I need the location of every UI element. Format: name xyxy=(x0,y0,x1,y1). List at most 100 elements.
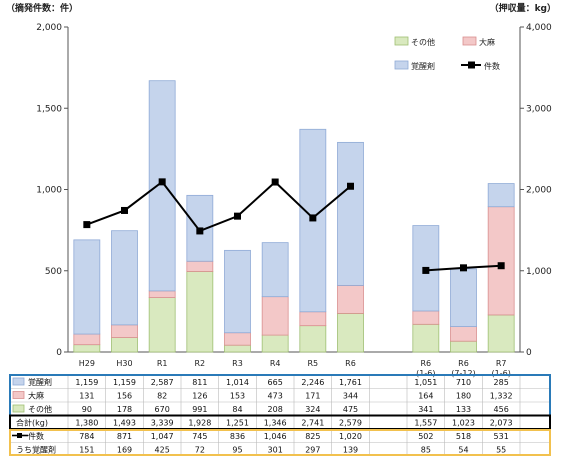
table-cell: 341 xyxy=(418,405,433,414)
bar-cannabis xyxy=(73,333,101,346)
cases-line xyxy=(86,180,352,233)
table-cell: 208 xyxy=(268,405,283,414)
table-cell: 324 xyxy=(305,405,320,414)
x-tick-label: R3 xyxy=(232,359,243,368)
table-cell: 2,246 xyxy=(301,378,324,387)
bar-other xyxy=(261,334,289,353)
cases-marker xyxy=(83,221,91,229)
y-tick-label-right: 3,000 xyxy=(526,104,552,114)
x-tick-label: R1 xyxy=(157,359,168,368)
y-tick-label-right: 2,000 xyxy=(526,186,552,196)
bar-stimulant xyxy=(337,141,364,286)
table-cell: 1,159 xyxy=(113,378,136,387)
x-tick-label: R6 xyxy=(421,359,432,368)
bar-cannabis xyxy=(111,324,138,338)
table-cell: 139 xyxy=(343,445,358,454)
bar-other xyxy=(487,314,515,353)
x-tick-label: H30 xyxy=(116,359,132,368)
x-tick-label: R5 xyxy=(308,359,319,368)
table-cell: 475 xyxy=(343,405,358,414)
y-tick-label-left: 1,500 xyxy=(36,104,62,114)
bar-other xyxy=(450,340,477,353)
table-cell: 1,761 xyxy=(339,378,362,387)
table-cell: 871 xyxy=(117,432,132,441)
y-tick-label-left: 1,000 xyxy=(36,186,62,196)
table-cell: 90 xyxy=(82,405,92,414)
table-cell: 82 xyxy=(157,391,167,400)
table-cell: 1,014 xyxy=(226,378,249,387)
table-row-label: 件数 xyxy=(28,431,44,441)
table-cell: 1,380 xyxy=(75,418,98,427)
table-frame-cases xyxy=(9,429,551,456)
bar-cannabis xyxy=(487,206,515,316)
table-cell: 133 xyxy=(456,405,471,414)
bar-cannabis xyxy=(261,296,289,336)
table-cell: 126 xyxy=(192,391,207,400)
cases-marker xyxy=(309,214,317,222)
table-cell: 156 xyxy=(117,391,132,400)
cases-marker xyxy=(497,262,505,270)
x-tick-label: R4 xyxy=(270,359,281,368)
bar-stimulant xyxy=(148,80,176,292)
cases-marker xyxy=(347,182,354,190)
cases-marker xyxy=(422,266,430,274)
cases-marker xyxy=(460,264,467,272)
x-tick-label: R6 xyxy=(345,359,356,368)
cases-marker xyxy=(196,227,204,235)
bar-other xyxy=(412,323,440,353)
table-cell: 178 xyxy=(117,405,132,414)
table-cell: 502 xyxy=(418,432,433,441)
table-cell: 811 xyxy=(192,378,207,387)
table-cell: 153 xyxy=(230,391,245,400)
bar-other xyxy=(111,337,138,353)
right-axis-unit: （押収量：kg） xyxy=(490,2,556,14)
y-tick-label-left: 0 xyxy=(56,348,62,358)
bar-stimulant xyxy=(450,268,477,327)
table-cell: 531 xyxy=(494,432,509,441)
bar-other xyxy=(224,344,251,353)
table-cell: 84 xyxy=(232,405,242,414)
table-cell: 151 xyxy=(79,445,94,454)
bar-cannabis xyxy=(148,290,176,298)
table-cell: 285 xyxy=(494,378,509,387)
table-cell: 180 xyxy=(456,391,471,400)
table-cell: 164 xyxy=(418,391,433,400)
table-cell: 784 xyxy=(79,432,94,441)
table-swatch xyxy=(12,377,25,386)
legend-marker xyxy=(468,61,475,69)
table-cell: 171 xyxy=(305,391,320,400)
bar-cannabis xyxy=(412,310,440,325)
table-cell: 131 xyxy=(79,391,94,400)
table-row-label: 大麻 xyxy=(28,390,44,400)
legend-label: 件数 xyxy=(484,61,500,71)
table-row-label: その他 xyxy=(28,404,52,414)
table-cell: 1,020 xyxy=(339,432,362,441)
x-tick-label: R6 xyxy=(458,359,469,368)
table-cell: 1,346 xyxy=(264,418,287,427)
table-cell: 745 xyxy=(192,432,207,441)
table-cell: 1,928 xyxy=(188,418,211,427)
table-cell: 456 xyxy=(494,405,509,414)
table-cell: 301 xyxy=(268,445,283,454)
table-cell: 665 xyxy=(268,378,283,387)
legend-swatch xyxy=(462,36,477,46)
bar-other xyxy=(186,271,214,353)
table-swatch xyxy=(12,404,25,413)
table-cell: 473 xyxy=(268,391,283,400)
x-tick-label: H29 xyxy=(79,359,95,368)
x-tick-label: (1-6) xyxy=(416,369,435,378)
table-cell: 1,046 xyxy=(264,432,287,441)
table-cell: 1,023 xyxy=(452,418,475,427)
table-cell: 1,332 xyxy=(490,391,513,400)
table-cell: 1,557 xyxy=(414,418,437,427)
x-tick-label: (7-12) xyxy=(451,369,475,378)
table-cell: 344 xyxy=(343,391,358,400)
legend-swatch xyxy=(394,36,409,46)
table-cell: 2,587 xyxy=(151,378,174,387)
legend-label: その他 xyxy=(411,37,435,47)
table-cell: 710 xyxy=(456,378,471,387)
table-cell: 670 xyxy=(155,405,170,414)
table-cell: 95 xyxy=(232,445,242,454)
